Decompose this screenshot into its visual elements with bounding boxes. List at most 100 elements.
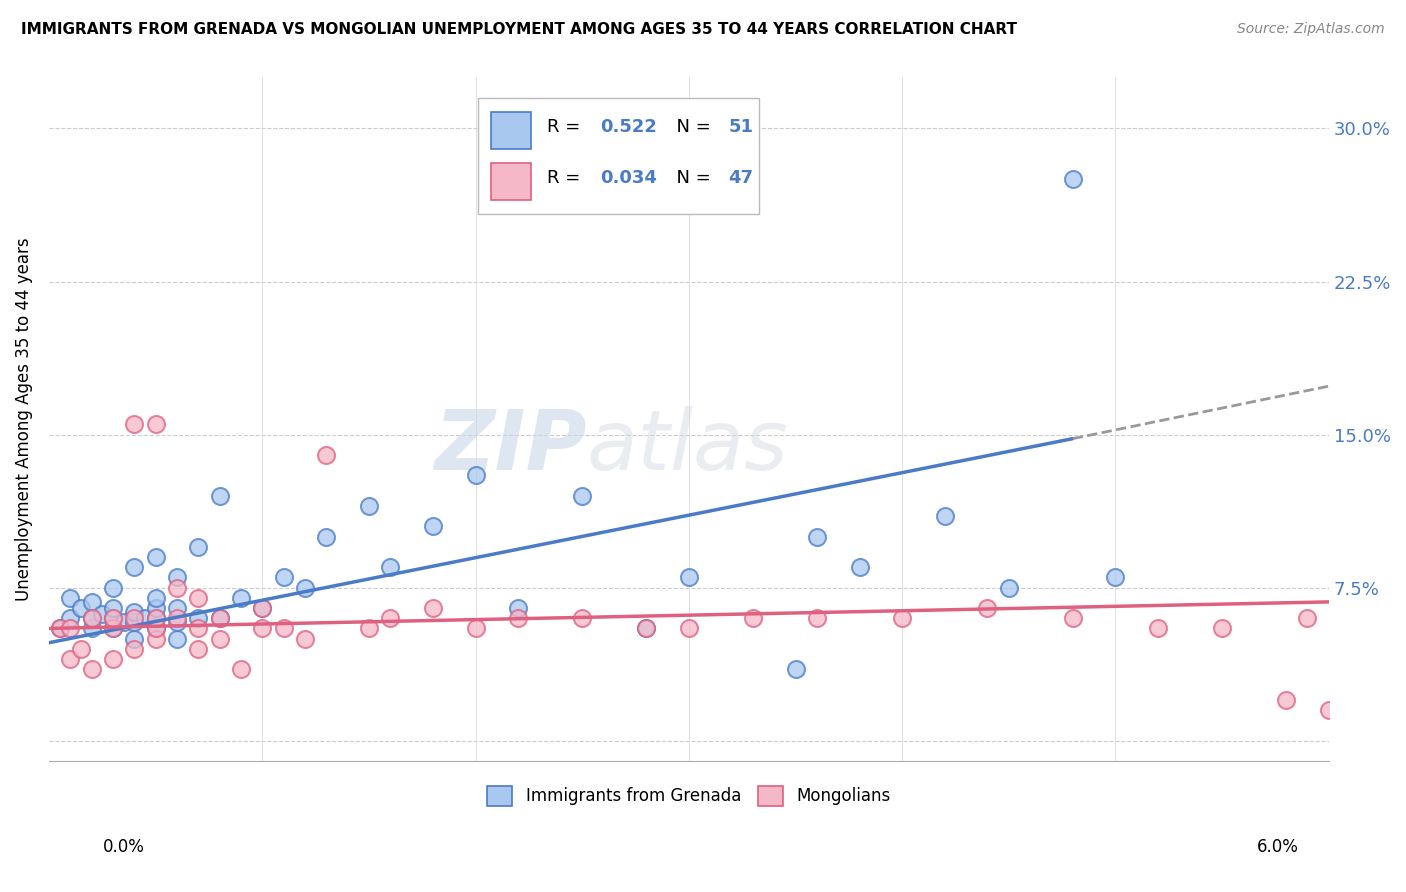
Point bbox=[229, 662, 252, 676]
Point bbox=[124, 632, 146, 646]
Text: 47: 47 bbox=[728, 169, 754, 187]
Point bbox=[785, 662, 807, 676]
Point bbox=[59, 591, 82, 605]
Text: R =: R = bbox=[547, 118, 586, 136]
Legend: Immigrants from Grenada, Mongolians: Immigrants from Grenada, Mongolians bbox=[479, 777, 898, 814]
Point bbox=[1062, 172, 1084, 186]
Point bbox=[208, 632, 231, 646]
Point bbox=[571, 611, 593, 625]
Point bbox=[273, 570, 295, 584]
Point bbox=[508, 611, 530, 625]
Point bbox=[145, 611, 167, 625]
Point bbox=[145, 601, 167, 615]
Point bbox=[1211, 622, 1233, 636]
Point bbox=[48, 622, 70, 636]
Point bbox=[124, 605, 146, 619]
Point bbox=[252, 601, 274, 615]
Point bbox=[422, 601, 444, 615]
Point bbox=[166, 581, 188, 595]
Point bbox=[380, 560, 402, 574]
Point bbox=[101, 611, 124, 625]
Point bbox=[70, 641, 93, 656]
Point bbox=[124, 417, 146, 432]
Point bbox=[273, 622, 295, 636]
Point bbox=[145, 611, 167, 625]
Point bbox=[59, 622, 82, 636]
Point bbox=[1296, 611, 1319, 625]
Point bbox=[101, 611, 124, 625]
Point bbox=[145, 549, 167, 564]
Point bbox=[636, 622, 658, 636]
Point bbox=[187, 611, 209, 625]
Text: IMMIGRANTS FROM GRENADA VS MONGOLIAN UNEMPLOYMENT AMONG AGES 35 TO 44 YEARS CORR: IMMIGRANTS FROM GRENADA VS MONGOLIAN UNE… bbox=[21, 22, 1017, 37]
Point bbox=[891, 611, 914, 625]
Bar bbox=[478, 98, 759, 214]
Point bbox=[934, 509, 956, 524]
Point bbox=[187, 641, 209, 656]
Text: N =: N = bbox=[665, 169, 716, 187]
Point bbox=[357, 499, 380, 513]
Point bbox=[208, 611, 231, 625]
Text: 6.0%: 6.0% bbox=[1257, 838, 1299, 855]
Point bbox=[145, 622, 167, 636]
Point bbox=[229, 591, 252, 605]
Point bbox=[357, 622, 380, 636]
Point bbox=[101, 601, 124, 615]
Point bbox=[145, 417, 167, 432]
Text: N =: N = bbox=[665, 118, 716, 136]
Point bbox=[112, 615, 135, 630]
Point bbox=[91, 607, 114, 622]
Point bbox=[134, 611, 156, 625]
Point bbox=[380, 611, 402, 625]
Point bbox=[166, 611, 188, 625]
Point bbox=[1062, 611, 1084, 625]
Text: 0.522: 0.522 bbox=[600, 118, 658, 136]
Point bbox=[678, 622, 700, 636]
Text: 0.0%: 0.0% bbox=[103, 838, 145, 855]
Point bbox=[252, 601, 274, 615]
Point bbox=[48, 622, 70, 636]
Point bbox=[208, 489, 231, 503]
Point bbox=[101, 652, 124, 666]
Text: Source: ZipAtlas.com: Source: ZipAtlas.com bbox=[1237, 22, 1385, 37]
Point bbox=[315, 530, 337, 544]
Point bbox=[145, 622, 167, 636]
Point bbox=[998, 581, 1021, 595]
Point bbox=[187, 622, 209, 636]
Point bbox=[70, 601, 93, 615]
Text: R =: R = bbox=[547, 169, 586, 187]
Point bbox=[294, 581, 316, 595]
Point bbox=[208, 611, 231, 625]
Point bbox=[101, 622, 124, 636]
Y-axis label: Unemployment Among Ages 35 to 44 years: Unemployment Among Ages 35 to 44 years bbox=[15, 237, 32, 601]
Point bbox=[80, 595, 103, 609]
Point bbox=[101, 581, 124, 595]
Point bbox=[59, 611, 82, 625]
Point bbox=[166, 615, 188, 630]
Point bbox=[80, 622, 103, 636]
Point bbox=[101, 622, 124, 636]
FancyBboxPatch shape bbox=[491, 112, 531, 149]
Text: 0.034: 0.034 bbox=[600, 169, 658, 187]
Point bbox=[124, 641, 146, 656]
Point bbox=[571, 489, 593, 503]
Point bbox=[848, 560, 870, 574]
Point bbox=[1275, 693, 1298, 707]
Point bbox=[806, 530, 828, 544]
Point bbox=[1104, 570, 1126, 584]
Point bbox=[145, 591, 167, 605]
Point bbox=[187, 540, 209, 554]
Point bbox=[166, 570, 188, 584]
Point bbox=[464, 468, 486, 483]
Point bbox=[464, 622, 486, 636]
Point bbox=[422, 519, 444, 533]
Point bbox=[678, 570, 700, 584]
Point bbox=[166, 632, 188, 646]
Text: ZIP: ZIP bbox=[434, 406, 586, 487]
FancyBboxPatch shape bbox=[491, 163, 531, 201]
Point bbox=[508, 601, 530, 615]
Text: 51: 51 bbox=[728, 118, 754, 136]
Point bbox=[59, 652, 82, 666]
Point bbox=[1147, 622, 1170, 636]
Point bbox=[124, 611, 146, 625]
